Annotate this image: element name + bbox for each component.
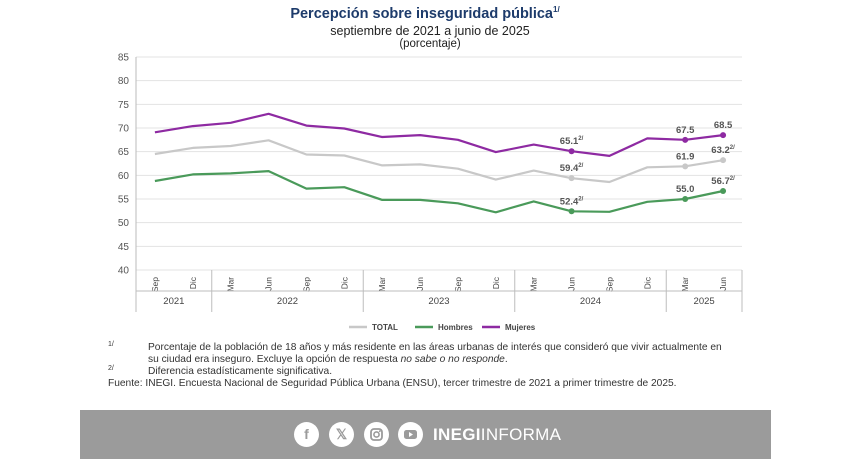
footnote-1-line1: Porcentaje de la población de 18 años y … xyxy=(148,342,722,353)
x-tick-label: Sep xyxy=(301,277,311,292)
x-tick-label: Mar xyxy=(377,277,387,292)
y-tick-label: 65 xyxy=(118,147,130,158)
year-label: 2025 xyxy=(694,296,715,307)
y-tick-label: 40 xyxy=(118,266,130,277)
series-line-mujeres xyxy=(154,112,724,157)
data-label: 68.5 xyxy=(714,120,733,131)
data-label: 65.12/ xyxy=(560,136,584,147)
data-point-marker xyxy=(720,157,727,164)
x-tick-label: Mar xyxy=(529,277,539,292)
y-tick-label: 55 xyxy=(118,195,130,206)
x-tick-label: Mar xyxy=(680,277,690,292)
y-tick-label: 75 xyxy=(118,100,130,111)
chart-title: Percepción sobre inseguridad pública1/ xyxy=(290,5,560,22)
x-tick-label: Jun xyxy=(264,277,274,291)
year-label: 2024 xyxy=(580,296,601,307)
x-tick-label: Jun xyxy=(415,277,425,291)
y-tick-label: 80 xyxy=(118,76,130,87)
data-point-marker xyxy=(682,196,689,202)
legend-label: Mujeres xyxy=(505,323,536,332)
source-note: Fuente: INEGI. Encuesta Nacional de Segu… xyxy=(108,378,677,389)
data-point-marker xyxy=(682,163,689,170)
data-label: 52.42/ xyxy=(560,196,584,207)
y-tick-label: 70 xyxy=(118,124,130,135)
data-point-marker xyxy=(682,136,689,143)
footnote-1-line2: su ciudad era inseguro. Excluye la opció… xyxy=(148,354,508,365)
facebook-icon[interactable]: f xyxy=(294,422,319,447)
data-point-marker xyxy=(720,187,727,194)
year-label: 2021 xyxy=(163,296,184,307)
footnote-1: 1/ Porcentaje de la población de 18 años… xyxy=(80,341,780,366)
line-chart: 40 45 50 55 60 65 70 75 80 85 Sep Dic Mar Jun Sep Dic Ma… xyxy=(118,53,743,332)
youtube-icon[interactable] xyxy=(398,422,423,447)
data-point-marker xyxy=(568,208,575,215)
data-label: 63.22/ xyxy=(711,145,735,156)
chart-unit: (porcentaje) xyxy=(399,38,461,50)
data-label: 55.0 xyxy=(676,184,695,195)
data-point-marker xyxy=(568,175,575,182)
footnote-2-mark: 2/ xyxy=(108,365,114,372)
y-tick-label: 45 xyxy=(118,242,130,253)
series-line-total xyxy=(154,139,724,184)
year-label: 2023 xyxy=(428,296,449,307)
data-label: 56.72/ xyxy=(711,176,735,187)
x-tick-label: Sep xyxy=(150,277,160,292)
x-tick-label: Sep xyxy=(453,277,463,292)
x-tick-label: Jun xyxy=(718,277,728,291)
data-label: 67.5 xyxy=(676,125,695,136)
chart-subtitle: septiembre de 2021 a junio de 2025 xyxy=(330,24,530,38)
data-label: 59.42/ xyxy=(560,163,584,174)
x-tick-label: Dic xyxy=(339,276,349,289)
x-icon[interactable]: 𝕏 xyxy=(329,422,354,447)
data-point-marker xyxy=(568,148,575,155)
data-label: 61.9 xyxy=(676,151,695,162)
x-tick-label: Dic xyxy=(188,276,198,289)
y-tick-label: 60 xyxy=(118,171,130,182)
x-tick-label: Jun xyxy=(567,277,577,291)
footnote-2-text: Diferencia estadísticamente significativ… xyxy=(148,366,333,377)
footnote-1-mark: 1/ xyxy=(108,341,114,348)
year-label: 2022 xyxy=(277,296,298,307)
footer-banner: f 𝕏 INEGIINFORMA xyxy=(80,410,771,459)
y-tick-label: 85 xyxy=(118,53,130,64)
instagram-icon[interactable] xyxy=(364,422,389,447)
y-tick-label: 50 xyxy=(118,218,130,229)
inegi-informa-logo: INEGIINFORMA xyxy=(433,425,562,444)
legend-label: Hombres xyxy=(438,323,473,332)
footnotes: 1/ Porcentaje de la población de 18 años… xyxy=(80,341,780,390)
x-tick-label: Dic xyxy=(491,276,501,289)
footnote-2: 2/ Diferencia estadísticamente significa… xyxy=(80,365,780,378)
x-tick-label: Dic xyxy=(642,276,652,289)
data-point-marker xyxy=(720,132,727,139)
title-note-mark: 1/ xyxy=(553,5,560,14)
x-tick-label: Sep xyxy=(604,277,614,292)
x-tick-label: Mar xyxy=(226,277,236,292)
series-line-hombres xyxy=(154,170,724,214)
legend-label: TOTAL xyxy=(372,323,398,332)
